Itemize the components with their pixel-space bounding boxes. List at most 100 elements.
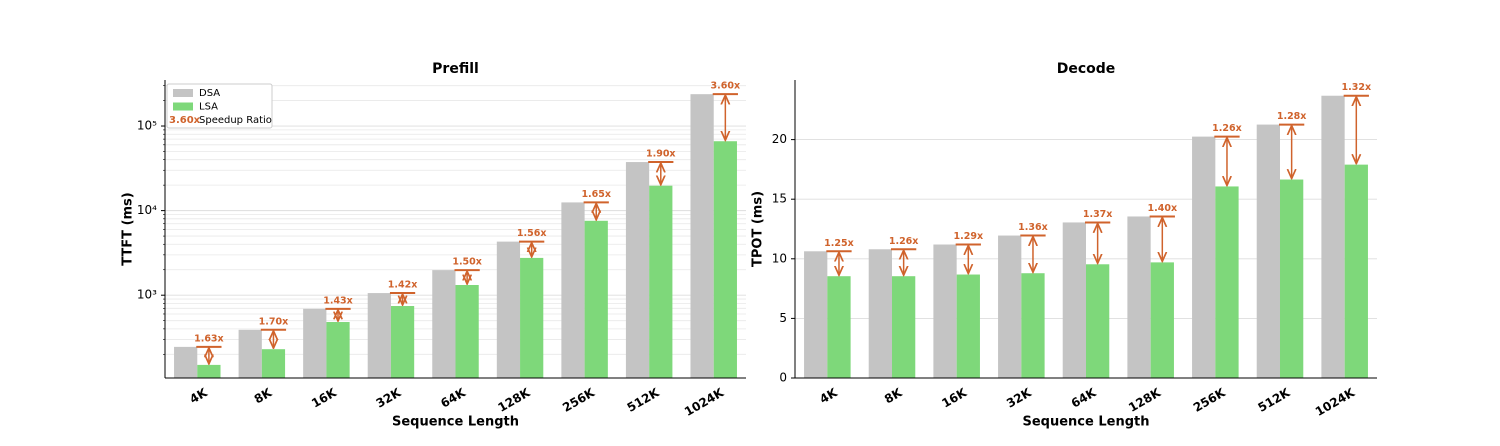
speedup-arrow bbox=[1020, 234, 1046, 273]
y-tick-label: 0 bbox=[779, 371, 787, 385]
legend-sample: 3.60x bbox=[169, 115, 201, 126]
x-tick-label: 16K bbox=[309, 385, 339, 410]
x-tick-label: 64K bbox=[438, 385, 468, 410]
x-tick-label: 8K bbox=[252, 385, 275, 406]
x-tick-label: 256K bbox=[560, 385, 597, 415]
bar bbox=[1192, 136, 1216, 378]
y-tick-label: 10⁴ bbox=[137, 203, 157, 217]
speedup-label: 1.63x bbox=[194, 333, 224, 344]
bar bbox=[1021, 273, 1045, 378]
bar bbox=[197, 364, 221, 378]
bar bbox=[956, 274, 980, 378]
speedup-label: 1.40x bbox=[1148, 203, 1178, 214]
x-axis-label: Sequence Length bbox=[392, 415, 519, 430]
bar bbox=[1127, 216, 1151, 378]
bar bbox=[892, 276, 916, 378]
x-tick-label: 1024K bbox=[682, 385, 727, 419]
x-tick-label: 128K bbox=[496, 385, 533, 415]
bar bbox=[561, 202, 585, 378]
x-axis-label: Sequence Length bbox=[1023, 415, 1150, 430]
x-tick-label: 32K bbox=[1004, 385, 1034, 410]
x-tick-label: 16K bbox=[939, 385, 969, 410]
speedup-label: 3.60x bbox=[711, 81, 741, 92]
bar bbox=[1256, 124, 1280, 378]
bar bbox=[390, 306, 415, 378]
x-tick-label: 4K bbox=[187, 385, 210, 406]
speedup-arrow bbox=[196, 345, 222, 364]
legend-label: Speedup Ratio bbox=[199, 115, 272, 126]
speedup-arrow bbox=[1343, 94, 1369, 164]
bar bbox=[261, 349, 286, 378]
bar bbox=[326, 322, 350, 378]
legend-label: LSA bbox=[199, 102, 218, 113]
bar bbox=[625, 162, 650, 378]
x-tick-label: 1024K bbox=[1313, 385, 1358, 419]
chart: Decode Sequence Length TPOT (ms) 0 5 10 15 20 4K… bbox=[751, 61, 1377, 430]
bar bbox=[432, 270, 456, 378]
bar bbox=[238, 329, 262, 378]
x-tick-label: 64K bbox=[1069, 385, 1099, 410]
y-axis-label: TPOT (ms) bbox=[751, 191, 766, 267]
y-tick-label: 10⁵ bbox=[137, 119, 157, 133]
speedup-arrow bbox=[1149, 215, 1175, 261]
speedup-label: 1.50x bbox=[452, 257, 482, 268]
x-tick-label: 512K bbox=[625, 385, 662, 415]
legend-swatch bbox=[173, 102, 193, 111]
bar bbox=[1215, 186, 1239, 378]
y-tick-label: 10 bbox=[772, 251, 787, 265]
speedup-label: 1.29x bbox=[954, 231, 984, 242]
x-tick-label: 4K bbox=[817, 385, 840, 406]
bar bbox=[827, 276, 851, 378]
bar bbox=[584, 220, 608, 378]
bar bbox=[1321, 95, 1345, 378]
chart: Prefill Sequence Length TTFT (ms) 10³ 10⁴ 10⁵… bbox=[121, 61, 746, 430]
speedup-arrow bbox=[260, 328, 287, 348]
speedup-label: 1.26x bbox=[889, 236, 919, 247]
chart-title: Decode bbox=[1057, 61, 1116, 77]
speedup-label: 1.90x bbox=[646, 149, 676, 160]
bar bbox=[649, 185, 673, 378]
speedup-label: 1.70x bbox=[259, 316, 289, 327]
bar bbox=[1150, 262, 1174, 378]
chart-title: Prefill bbox=[432, 61, 479, 77]
speedup-label: 1.36x bbox=[1018, 222, 1048, 233]
speedup-arrow bbox=[826, 250, 852, 275]
y-tick-label: 15 bbox=[772, 192, 787, 206]
speedup-label: 1.25x bbox=[824, 238, 854, 249]
speedup-label: 1.65x bbox=[581, 189, 611, 200]
speedup-arrow bbox=[583, 201, 609, 219]
bar bbox=[1280, 179, 1304, 378]
bar bbox=[1062, 222, 1086, 378]
bar bbox=[933, 244, 957, 378]
legend-label: DSA bbox=[199, 88, 220, 99]
speedup-arrow bbox=[1279, 123, 1305, 179]
speedup-label: 1.32x bbox=[1342, 82, 1372, 93]
speedup-label: 1.26x bbox=[1212, 123, 1242, 134]
y-tick-label: 5 bbox=[779, 311, 787, 325]
bar bbox=[367, 293, 391, 378]
speedup-arrow bbox=[1085, 221, 1111, 263]
speedup-arrow bbox=[648, 161, 674, 185]
speedup-arrow bbox=[712, 93, 738, 140]
bar bbox=[174, 346, 198, 378]
bar bbox=[303, 308, 327, 378]
x-tick-label: 256K bbox=[1191, 385, 1228, 415]
bar bbox=[868, 249, 892, 378]
bar bbox=[690, 94, 714, 378]
bar bbox=[713, 141, 737, 378]
x-tick-label: 128K bbox=[1126, 385, 1163, 415]
x-tick-label: 32K bbox=[374, 385, 404, 410]
bar bbox=[520, 257, 544, 378]
bar bbox=[804, 251, 828, 378]
y-tick-label: 20 bbox=[772, 132, 787, 146]
legend-swatch bbox=[173, 89, 193, 97]
speedup-label: 1.37x bbox=[1083, 209, 1113, 220]
speedup-arrow bbox=[955, 243, 981, 273]
bar bbox=[455, 285, 479, 378]
bar bbox=[1344, 164, 1368, 378]
speedup-label: 1.56x bbox=[517, 228, 547, 239]
speedup-arrow bbox=[454, 269, 480, 284]
speedup-label: 1.43x bbox=[323, 295, 353, 306]
speedup-arrow bbox=[389, 292, 416, 305]
